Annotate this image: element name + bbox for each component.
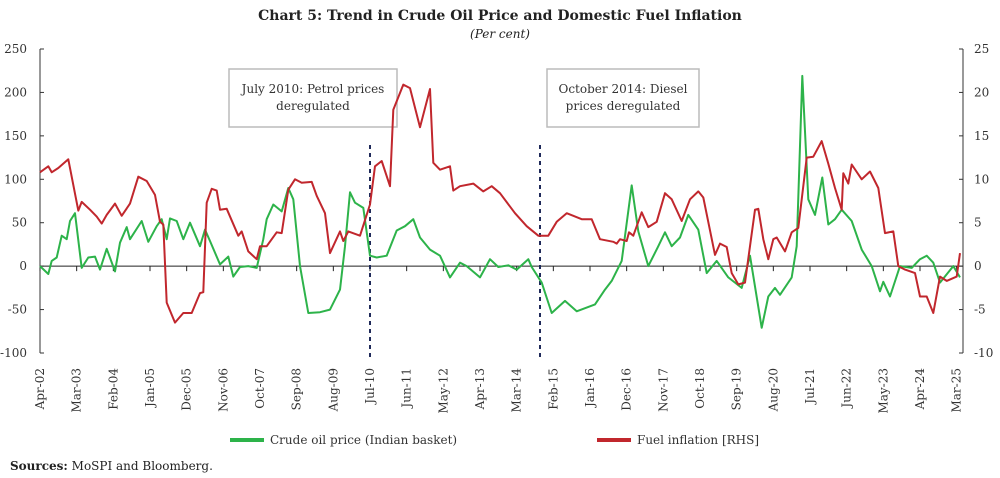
chart-title: Chart 5: Trend in Crude Oil Price and Do… [258, 8, 742, 24]
x-axis-tick-label: Sep-19 [730, 368, 744, 410]
annotation-text-line2: deregulated [276, 99, 350, 113]
sources-text: MoSPI and Bloomberg. [67, 459, 213, 473]
x-axis-tick-label: Jun-22 [840, 368, 854, 410]
x-axis-tick-label: Oct-18 [693, 368, 707, 409]
sources-label: Sources: [10, 459, 68, 473]
annotation-box [228, 68, 398, 128]
right-axis-tick-label: -10 [974, 346, 993, 360]
legend-label: Crude oil price (Indian basket) [270, 433, 457, 447]
x-axis-tick-label: Sep-08 [290, 368, 304, 410]
right-axis-tick-label: 5 [974, 216, 982, 230]
x-axis-tick-label: Jun-11 [400, 368, 414, 410]
x-axis-tick-label: Dec-16 [620, 368, 634, 411]
x-axis-tick-label: Feb-04 [106, 368, 120, 410]
right-axis-tick-label: -5 [974, 303, 986, 317]
annotation-text-line1: October 2014: Diesel [559, 82, 688, 96]
left-axis-tick-label: 200 [4, 85, 27, 99]
annotation-text-line1: July 2010: Petrol prices [240, 82, 385, 96]
x-axis-tick-label: Jul-10 [363, 368, 377, 406]
x-axis-tick-label: Apr-24 [913, 368, 927, 411]
annotation-box [546, 68, 700, 128]
x-axis-tick-label: Apr-02 [33, 368, 47, 410]
right-axis-tick-label: 10 [974, 172, 989, 186]
annotation-text-line2: prices deregulated [566, 99, 681, 113]
x-axis-tick-label: Mar-25 [950, 368, 964, 413]
fuel-inflation-line [39, 83, 961, 324]
x-axis-tick-label: Aug-09 [326, 368, 340, 412]
x-axis-tick-label: Feb-15 [546, 368, 560, 410]
x-axis-tick-label: Oct-07 [253, 368, 267, 409]
crude-oil-price-line [39, 74, 961, 329]
x-axis-tick-label: Aug-20 [766, 368, 780, 412]
sources-note: Sources: MoSPI and Bloomberg. [10, 459, 213, 473]
left-axis-tick-label: 150 [4, 129, 27, 143]
right-axis-tick-label: 15 [974, 129, 989, 143]
x-axis-tick-label: May-23 [876, 368, 890, 414]
left-axis-tick-label: 50 [12, 216, 27, 230]
x-axis-tick-label: Nov-06 [216, 368, 230, 412]
chart-subtitle: (Per cent) [470, 27, 530, 41]
left-axis-tick-label: 250 [4, 42, 27, 56]
x-axis-tick-label: May-12 [436, 368, 450, 414]
legend-label: Fuel inflation [RHS] [637, 433, 759, 447]
x-axis-tick-label: Mar-03 [70, 368, 84, 413]
x-axis-tick-label: Jul-21 [803, 368, 817, 406]
x-axis-tick-label: Jan-16 [583, 368, 597, 409]
right-axis-tick-label: 20 [974, 85, 989, 99]
left-axis-tick-label: -50 [8, 303, 27, 317]
right-axis-tick-label: 25 [974, 42, 989, 56]
x-axis-tick-label: Apr-13 [473, 368, 487, 410]
left-axis-tick-label: -100 [0, 346, 27, 360]
x-axis-tick-label: Mar-14 [510, 368, 524, 413]
x-axis-tick-label: Dec-05 [180, 368, 194, 411]
x-axis-tick-label: Jan-05 [143, 368, 157, 409]
right-axis-tick-label: 0 [974, 259, 982, 273]
x-axis-tick-label: Nov-17 [656, 368, 670, 412]
left-axis-tick-label: 0 [19, 259, 27, 273]
left-axis-tick-label: 100 [4, 172, 27, 186]
